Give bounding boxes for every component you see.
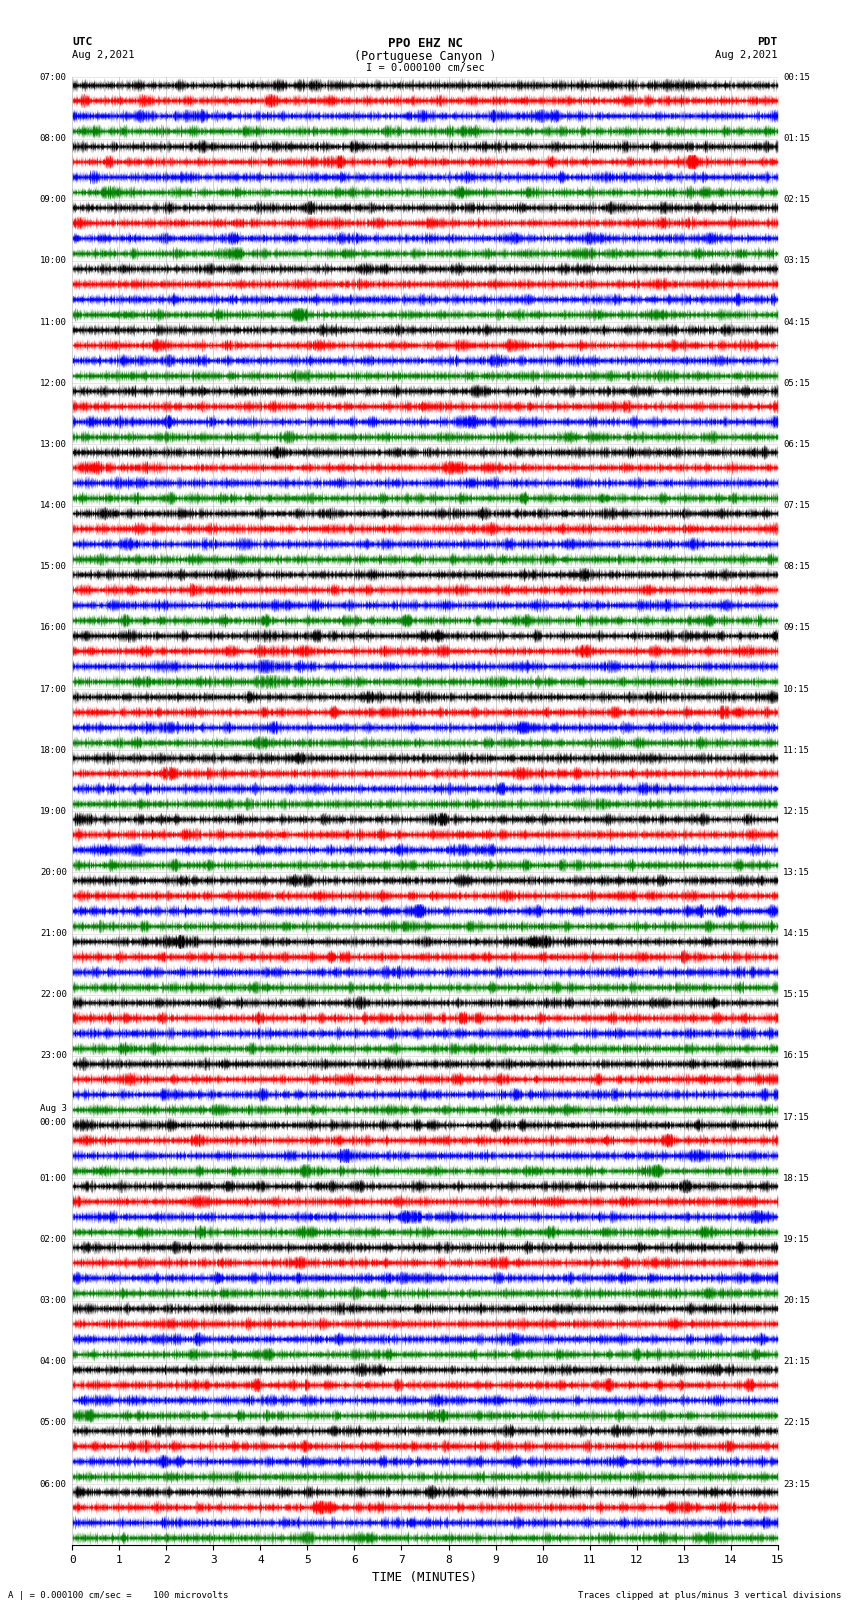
Text: 01:15: 01:15 [784,134,810,144]
Text: 07:15: 07:15 [784,502,810,510]
Text: A | = 0.000100 cm/sec =    100 microvolts: A | = 0.000100 cm/sec = 100 microvolts [8,1590,229,1600]
Text: 03:00: 03:00 [40,1297,66,1305]
Text: 15:00: 15:00 [40,563,66,571]
Text: 02:15: 02:15 [784,195,810,205]
Text: 09:15: 09:15 [784,623,810,632]
Text: 08:15: 08:15 [784,563,810,571]
Text: 17:15: 17:15 [784,1113,810,1121]
Text: (Portuguese Canyon ): (Portuguese Canyon ) [354,50,496,63]
Text: 19:15: 19:15 [784,1236,810,1244]
Text: I = 0.000100 cm/sec: I = 0.000100 cm/sec [366,63,484,73]
Text: 09:00: 09:00 [40,195,66,205]
Text: 15:15: 15:15 [784,990,810,1000]
Text: 18:00: 18:00 [40,745,66,755]
Text: 14:00: 14:00 [40,502,66,510]
Text: 07:00: 07:00 [40,73,66,82]
Text: 20:15: 20:15 [784,1297,810,1305]
Text: 04:15: 04:15 [784,318,810,326]
Text: 05:15: 05:15 [784,379,810,387]
Text: 03:15: 03:15 [784,256,810,266]
Text: 12:15: 12:15 [784,806,810,816]
X-axis label: TIME (MINUTES): TIME (MINUTES) [372,1571,478,1584]
Text: 22:15: 22:15 [784,1418,810,1428]
Text: 20:00: 20:00 [40,868,66,877]
Text: 00:15: 00:15 [784,73,810,82]
Text: 16:15: 16:15 [784,1052,810,1060]
Text: 00:00: 00:00 [40,1118,66,1127]
Text: 17:00: 17:00 [40,684,66,694]
Text: 02:00: 02:00 [40,1236,66,1244]
Text: 11:00: 11:00 [40,318,66,326]
Text: 21:15: 21:15 [784,1357,810,1366]
Text: 04:00: 04:00 [40,1357,66,1366]
Text: 01:00: 01:00 [40,1174,66,1182]
Text: 13:00: 13:00 [40,440,66,448]
Text: 08:00: 08:00 [40,134,66,144]
Text: 21:00: 21:00 [40,929,66,939]
Text: PPO EHZ NC: PPO EHZ NC [388,37,462,50]
Text: 06:15: 06:15 [784,440,810,448]
Text: Aug 3: Aug 3 [40,1105,66,1113]
Text: 23:15: 23:15 [784,1479,810,1489]
Text: 14:15: 14:15 [784,929,810,939]
Text: PDT: PDT [757,37,778,47]
Text: Traces clipped at plus/minus 3 vertical divisions: Traces clipped at plus/minus 3 vertical … [578,1590,842,1600]
Text: 05:00: 05:00 [40,1418,66,1428]
Text: 22:00: 22:00 [40,990,66,1000]
Text: Aug 2,2021: Aug 2,2021 [72,50,135,60]
Text: 10:00: 10:00 [40,256,66,266]
Text: UTC: UTC [72,37,93,47]
Text: 18:15: 18:15 [784,1174,810,1182]
Text: 06:00: 06:00 [40,1479,66,1489]
Text: 10:15: 10:15 [784,684,810,694]
Text: 11:15: 11:15 [784,745,810,755]
Text: 12:00: 12:00 [40,379,66,387]
Text: 23:00: 23:00 [40,1052,66,1060]
Text: 16:00: 16:00 [40,623,66,632]
Text: Aug 2,2021: Aug 2,2021 [715,50,778,60]
Text: 13:15: 13:15 [784,868,810,877]
Text: 19:00: 19:00 [40,806,66,816]
